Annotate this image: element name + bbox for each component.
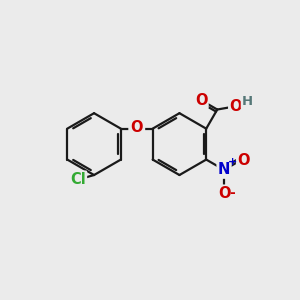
- Text: N: N: [218, 162, 230, 177]
- Text: H: H: [242, 94, 253, 108]
- Text: Cl: Cl: [70, 172, 86, 187]
- Text: O: O: [195, 93, 207, 108]
- Text: O: O: [218, 186, 230, 201]
- Text: -: -: [230, 186, 235, 200]
- Text: O: O: [237, 153, 250, 168]
- Text: O: O: [130, 120, 143, 135]
- Text: O: O: [230, 99, 242, 114]
- Text: +: +: [228, 157, 237, 166]
